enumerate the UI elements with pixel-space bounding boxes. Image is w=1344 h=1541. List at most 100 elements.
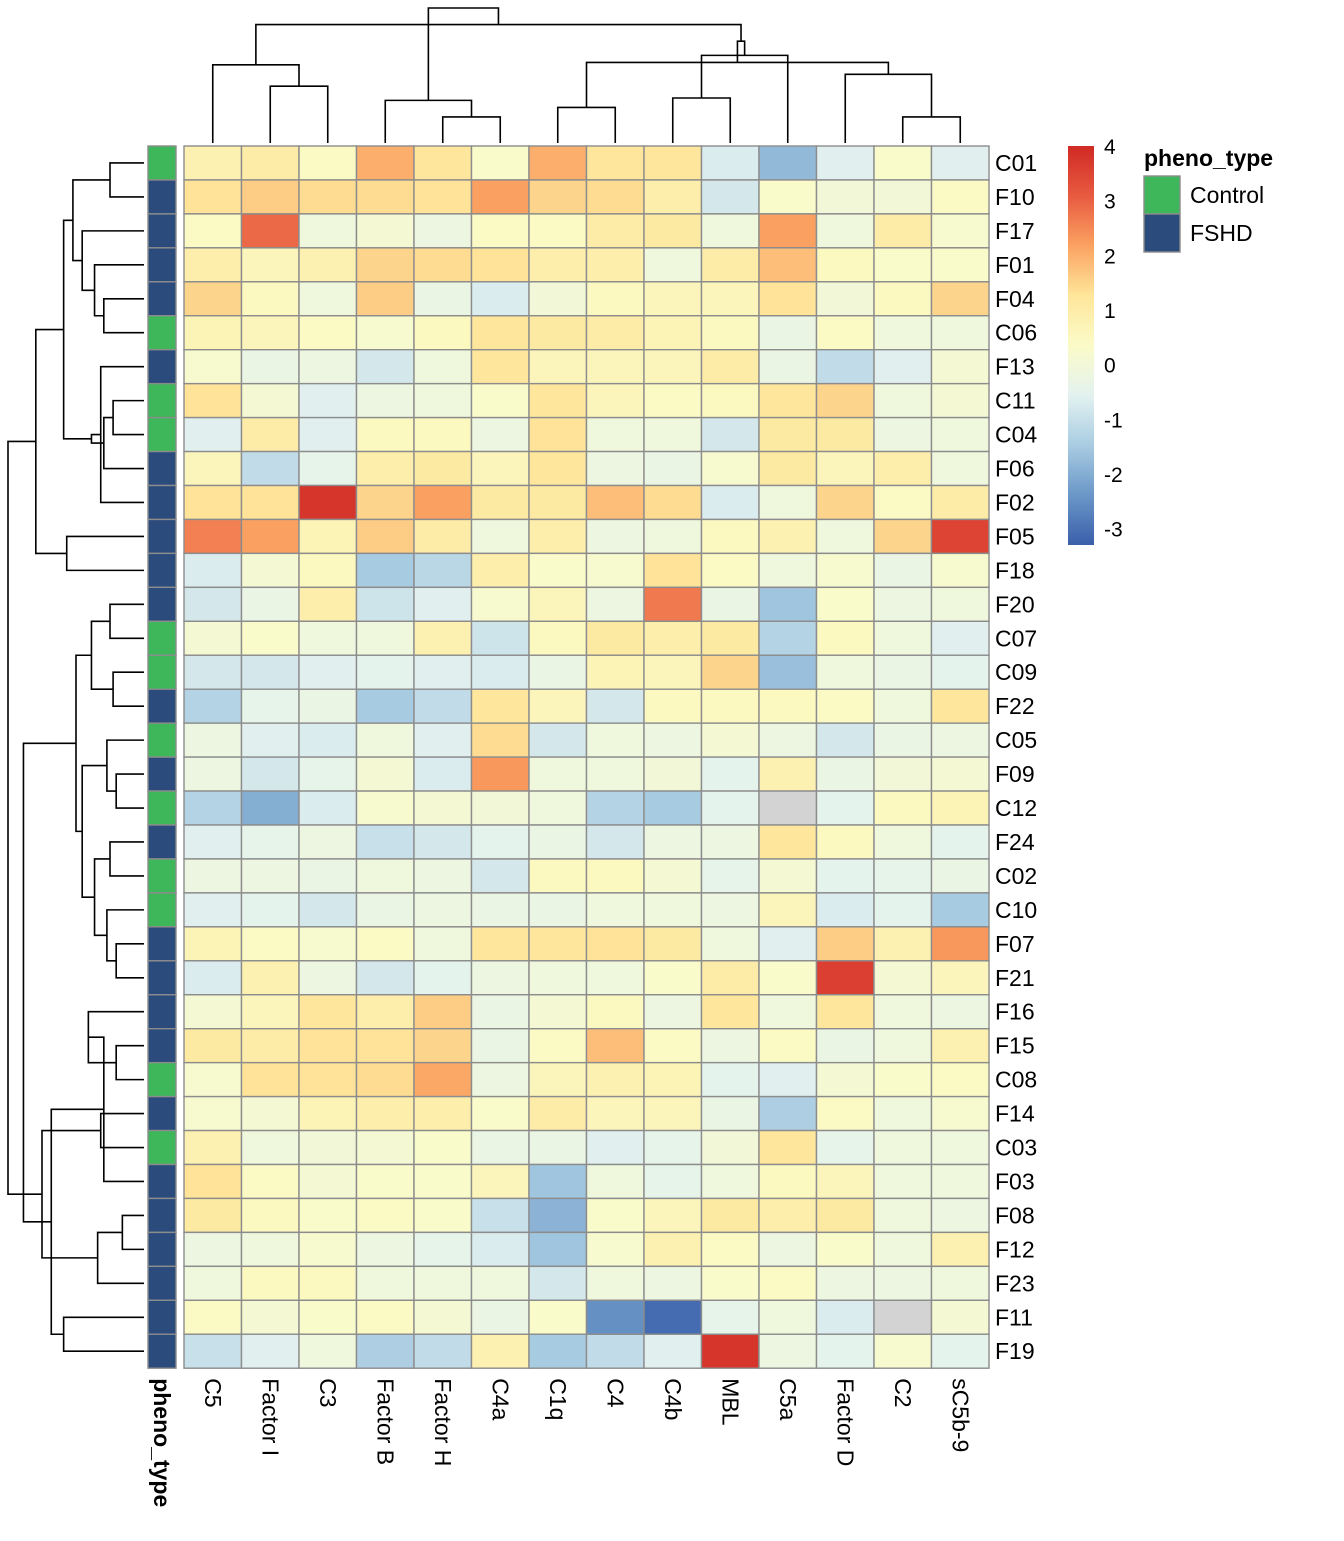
- heatmap-cell: [413, 552, 473, 589]
- heatmap-cell: [930, 756, 990, 792]
- row-label: F02: [995, 489, 1035, 515]
- row-label: F23: [995, 1270, 1035, 1296]
- column-label: Factor I: [257, 1378, 283, 1456]
- heatmap-cell: [585, 790, 645, 826]
- row-label: F13: [995, 354, 1035, 380]
- annotation-cell: [147, 179, 177, 215]
- heatmap-cell: [815, 1095, 875, 1132]
- heatmap-cell: [413, 722, 473, 758]
- heatmap-cell: [873, 484, 933, 521]
- row-dendrogram-branch: [65, 535, 144, 572]
- heatmap-cell: [700, 858, 760, 894]
- heatmap-cell: [528, 552, 588, 589]
- heatmap-cell: [758, 824, 818, 860]
- heatmap-cell: [585, 1129, 645, 1166]
- column-dendrogram-branch: [441, 116, 502, 143]
- heatmap-cell: [930, 484, 990, 521]
- heatmap-cell: [298, 1163, 358, 1200]
- heatmap-cell: [298, 994, 358, 1030]
- heatmap-cell: [298, 790, 358, 826]
- heatmap-cell: [240, 450, 300, 487]
- heatmap-cell: [758, 213, 818, 249]
- heatmap-cell: [643, 518, 703, 555]
- heatmap-cell: [873, 552, 933, 589]
- heatmap-cell: [700, 790, 760, 826]
- heatmap-cell: [528, 926, 588, 962]
- heatmap-cell: [930, 1095, 990, 1132]
- heatmap-cell: [240, 315, 300, 351]
- heatmap-cell: [873, 926, 933, 962]
- heatmap-cell: [470, 1095, 530, 1132]
- heatmap-cell: [643, 1027, 703, 1064]
- heatmap-cell: [585, 450, 645, 487]
- heatmap-cell: [183, 1163, 243, 1200]
- heatmap-cell: [758, 416, 818, 453]
- heatmap-cell: [700, 756, 760, 792]
- heatmap-cell: [585, 654, 645, 690]
- heatmap-cell: [758, 654, 818, 690]
- heatmap-cell: [815, 1129, 875, 1166]
- column-label: MBL: [717, 1378, 743, 1426]
- heatmap-cell: [298, 1095, 358, 1132]
- heatmap-cell: [873, 1027, 933, 1064]
- heatmap-cell: [873, 858, 933, 894]
- heatmap-cell: [815, 247, 875, 283]
- heatmap-cell: [183, 824, 243, 860]
- heatmap-cell: [470, 416, 530, 453]
- heatmap-cell: [240, 1265, 300, 1301]
- heatmap-cell: [815, 349, 875, 385]
- heatmap-cell: [873, 994, 933, 1030]
- heatmap-cell: [700, 620, 760, 656]
- heatmap-cell: [758, 926, 818, 962]
- heatmap-cell: [758, 315, 818, 351]
- heatmap-cell: [815, 1197, 875, 1234]
- row-dendrogram-branch: [103, 297, 144, 334]
- heatmap-cell: [413, 281, 473, 317]
- annotation-cell: [147, 1299, 177, 1335]
- heatmap-cell: [528, 247, 588, 283]
- heatmap-cell: [355, 484, 415, 521]
- heatmap-cell: [528, 416, 588, 453]
- annotation-cell: [147, 926, 177, 962]
- heatmap-cell: [643, 450, 703, 487]
- row-dendrogram-branch: [109, 603, 144, 640]
- heatmap-cell: [413, 1197, 473, 1234]
- annotation-cell: [147, 858, 177, 894]
- heatmap-cell: [528, 756, 588, 792]
- heatmap-cell: [298, 892, 358, 928]
- heatmap-cell: [758, 756, 818, 792]
- heatmap-cell: [298, 586, 358, 622]
- heatmap-cell: [528, 1265, 588, 1301]
- heatmap-cell: [413, 858, 473, 894]
- row-dendrogram-branch: [115, 773, 144, 809]
- heatmap-cell: [470, 926, 530, 962]
- heatmap-cell: [815, 654, 875, 690]
- heatmap-cell: [815, 1265, 875, 1301]
- heatmap-cell: [758, 994, 818, 1030]
- column-labels: C5 Factor I C3 Factor B Factor H C4a C1q C4 C4b M…: [200, 1378, 974, 1466]
- heatmap-cell: [758, 247, 818, 283]
- heatmap-cell: [643, 179, 703, 215]
- heatmap-cell: [700, 1129, 760, 1166]
- heatmap-cell: [930, 247, 990, 283]
- heatmap-cell: [643, 247, 703, 283]
- heatmap-cell: [183, 145, 243, 181]
- annotation-cell: [147, 518, 177, 555]
- heatmap-cell: [413, 790, 473, 826]
- heatmap-cell: [528, 315, 588, 351]
- heatmap-cell: [355, 382, 415, 419]
- heatmap-cell: [240, 179, 300, 215]
- heatmap-cell: [355, 1333, 415, 1369]
- row-dendrogram-branch: [90, 433, 104, 444]
- heatmap-cell: [240, 620, 300, 656]
- heatmap-cell: [873, 518, 933, 555]
- heatmap-cell: [930, 1231, 990, 1268]
- heatmap-cell: [758, 586, 818, 622]
- heatmap-cell: [355, 1095, 415, 1132]
- annotation-cell: [147, 145, 177, 181]
- heatmap-cell: [585, 213, 645, 249]
- heatmap-cell: [700, 484, 760, 521]
- heatmap-cell: [470, 382, 530, 419]
- heatmap-cell: [758, 620, 818, 656]
- heatmap-cell: [700, 1299, 760, 1335]
